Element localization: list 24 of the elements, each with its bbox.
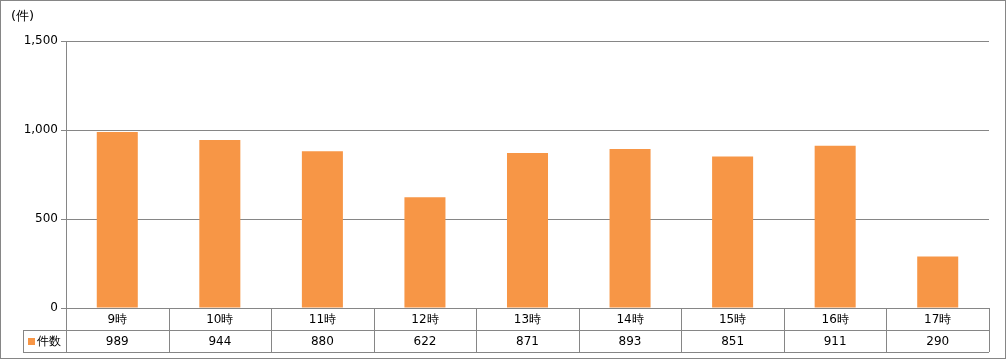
x-tick-label: 17時: [924, 312, 952, 327]
x-tick-label: 14時: [616, 312, 644, 327]
x-tick-label: 11時: [308, 312, 337, 327]
legend-label: 件数: [37, 334, 61, 349]
y-tick-label: 1,500: [23, 33, 58, 48]
data-label: 622: [413, 334, 437, 349]
y-axis-title: (件): [11, 8, 35, 24]
x-tick-label: 16時: [821, 312, 849, 327]
x-tick-label: 9時: [107, 312, 128, 327]
x-tick-label: 10時: [206, 312, 234, 327]
data-label: 871: [516, 334, 539, 349]
y-tick-label: 0: [50, 300, 58, 315]
data-label: 880: [310, 334, 334, 349]
x-tick-label: 12時: [411, 312, 439, 327]
data-label: 290: [926, 334, 950, 349]
data-label: 944: [208, 334, 232, 349]
x-tick-label: 13時: [513, 312, 542, 327]
data-label: 989: [105, 334, 129, 349]
x-tick-label: 15時: [718, 312, 747, 327]
data-label: 893: [618, 334, 642, 349]
data-label: 911: [823, 334, 847, 349]
data-label: 851: [721, 334, 745, 349]
y-tick-label: 500: [35, 211, 58, 226]
y-tick-label: 1,000: [23, 122, 58, 137]
